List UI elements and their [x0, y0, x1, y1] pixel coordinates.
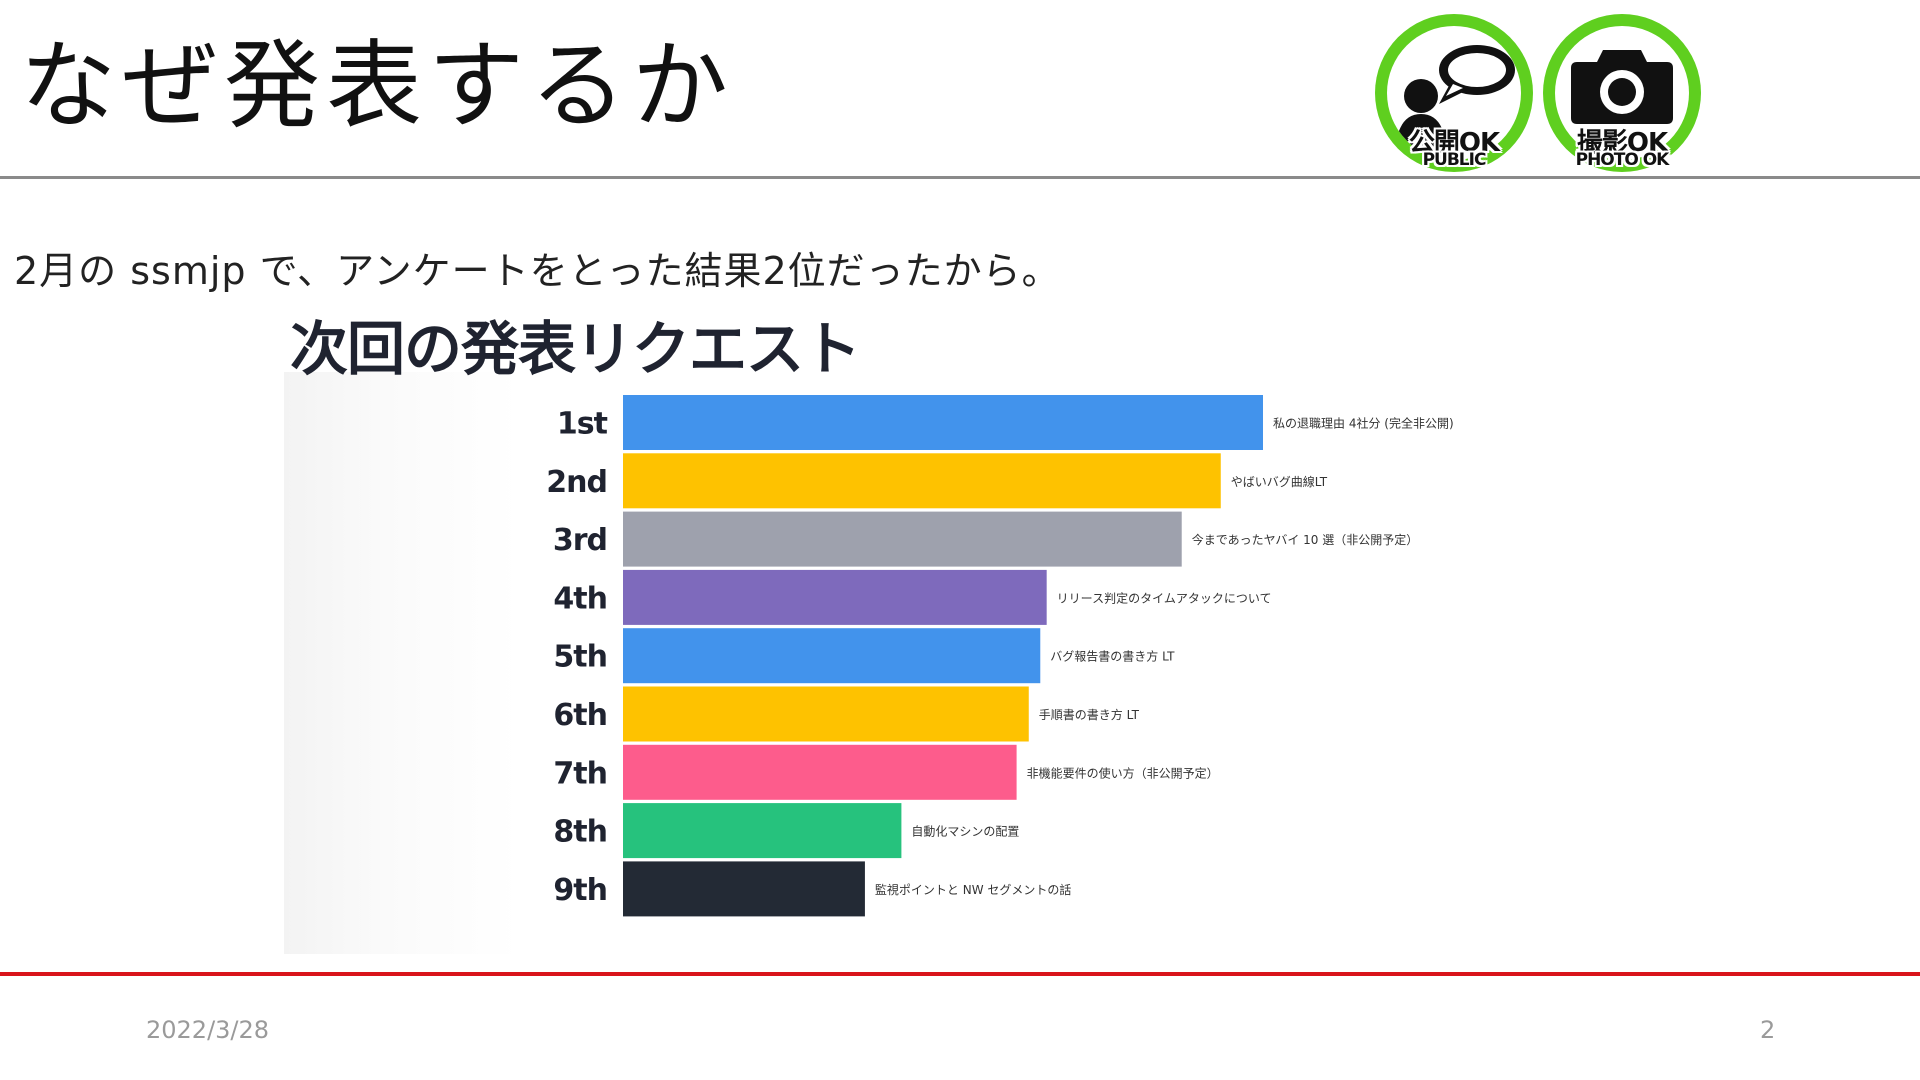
slide-subtitle: 2月の ssmjp で、アンケートをとった結果2位だったから。 [14, 249, 1061, 293]
bar [623, 395, 1263, 450]
chart-title: 次回の発表リクエスト [290, 315, 861, 383]
footer-date: 2022/3/28 [146, 1016, 270, 1044]
badge-label: 公開OK [1408, 128, 1500, 158]
rank-label: 9th [553, 873, 607, 908]
badge-sublabel: PHOTO OK [1575, 150, 1670, 170]
bar-label: バグ報告書の書き方 LT [1050, 649, 1175, 664]
bar-label: 手順書の書き方 LT [1039, 707, 1140, 722]
bar [623, 453, 1221, 509]
footer-divider [0, 972, 1920, 976]
title-divider [0, 176, 1920, 179]
page-number: 2 [1760, 1016, 1776, 1044]
chart-background-panel [284, 372, 520, 954]
bar [623, 569, 1047, 625]
bar [623, 744, 1017, 800]
photo-ok-badge: 撮影OK PHOTO OK [1543, 14, 1701, 172]
camera-icon [1571, 50, 1673, 124]
bar-label: 非機能要件の使い方（非公開予定） [1027, 765, 1219, 780]
bar-label: 監視ポイントと NW セグメントの話 [875, 882, 1071, 897]
bar [623, 861, 865, 917]
bar [623, 511, 1182, 567]
rank-label: 3rd [553, 523, 607, 558]
rank-label: 5th [553, 640, 607, 675]
rank-label: 1st [557, 407, 608, 442]
bar-label: 今まであったヤバイ 10 選（非公開予定） [1192, 532, 1419, 547]
public-ok-badge: 公開OK PUBLIC [1375, 14, 1533, 172]
bar [623, 686, 1029, 742]
bar-label: 私の退職理由 4社分 (完全非公開) [1273, 416, 1454, 431]
bar [623, 628, 1041, 684]
bar-label: やばいバグ曲線LT [1231, 474, 1328, 489]
bar-label: リリース判定のタイムアタックについて [1057, 590, 1272, 605]
rank-label: 8th [553, 815, 607, 850]
rank-label: 7th [553, 756, 607, 791]
badge-sublabel: PUBLIC [1422, 150, 1487, 170]
rank-label: 2nd [546, 465, 607, 500]
slide-title: なぜ発表するか [20, 30, 734, 142]
rank-label: 6th [553, 698, 607, 733]
bar [623, 803, 902, 859]
rank-label: 4th [553, 581, 607, 616]
bar-label: 自動化マシンの配置 [911, 825, 1019, 839]
bar-chart: 1st 私の退職理由 4社分 (完全非公開) 2nd やばいバグ曲線LT 3rd 今まであ… [546, 395, 1454, 917]
badge-label: 撮影OK [1576, 128, 1668, 158]
speech-person-icon [1395, 45, 1515, 160]
